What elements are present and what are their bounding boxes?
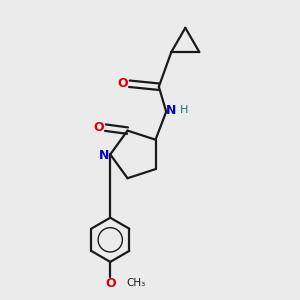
Text: H: H <box>180 105 189 115</box>
Text: CH₃: CH₃ <box>126 278 146 288</box>
Text: O: O <box>94 121 104 134</box>
Text: N: N <box>99 149 109 162</box>
Text: O: O <box>118 77 128 90</box>
Text: N: N <box>166 104 177 117</box>
Text: O: O <box>105 277 116 290</box>
